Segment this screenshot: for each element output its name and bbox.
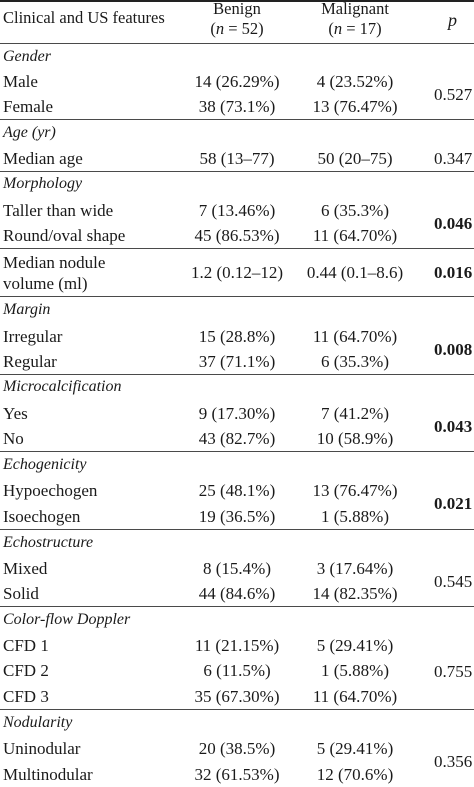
p-value: 0.545 [434,572,473,591]
benign-cell: 37 (71.1%) [198,352,276,371]
benign-cell: 35 (67.30%) [194,687,280,706]
row-label: Multinodular [3,765,93,784]
row-label: CFD 1 [3,636,49,655]
row-label: Solid [3,584,39,603]
malignant-cell: 11 (64.70%) [312,226,398,245]
row-label: Round/oval shape [3,226,126,245]
malignant-cell: 11 (64.70%) [312,687,398,706]
header-benign-n: (n = 52) [210,19,264,38]
row-label: Regular [3,352,57,371]
malignant-cell: 6 (35.3%) [321,352,389,371]
benign-cell: 14 (26.29%) [194,72,280,91]
malignant-cell: 14 (82.35%) [312,584,398,603]
benign-cell: 44 (84.6%) [198,584,276,603]
malignant-cell: 12 (70.6%) [316,765,394,784]
row-label: Uninodular [3,739,81,758]
section-rule [0,709,474,710]
row-label: CFD 3 [3,687,49,706]
benign-cell: 11 (21.15%) [194,636,280,655]
benign-cell: 25 (48.1%) [198,481,276,500]
table-top-rule [0,0,474,2]
section-title-nodularity: Nodularity [3,714,73,731]
benign-cell: 8 (15.4%) [203,559,271,578]
row-label-continued: volume (ml) [3,274,88,293]
row-label: CFD 2 [3,661,49,680]
section-title-margin: Margin [3,301,51,318]
benign-cell: 58 (13–77) [199,149,275,168]
section-title-echogenicity: Echogenicity [3,456,87,473]
malignant-cell: 6 (35.3%) [321,201,389,220]
section-rule [0,374,474,375]
section-title-echostructure: Echostructure [3,534,94,551]
header-benign: Benign [213,0,261,18]
p-value: 0.755 [434,662,473,681]
malignant-cell: 11 (64.70%) [312,327,398,346]
malignant-cell: 13 (76.47%) [312,481,398,500]
benign-cell: 32 (61.53%) [194,765,280,784]
header-features: Clinical and US features [3,8,165,27]
malignant-cell: 13 (76.47%) [312,97,398,116]
malignant-cell: 5 (29.41%) [316,636,394,655]
benign-cell: 9 (17.30%) [198,404,276,423]
section-rule [0,248,474,249]
malignant-cell: 3 (17.64%) [316,559,394,578]
benign-cell: 1.2 (0.12–12) [190,263,284,282]
p-value: 0.016 [434,263,473,282]
header-p-value: p [448,10,457,30]
header-malignant: Malignant [321,0,389,18]
benign-cell: 20 (38.5%) [198,739,276,758]
row-label: Female [3,97,54,116]
section-title-microcalcification: Microcalcification [3,378,122,395]
p-value: 0.043 [434,417,473,436]
row-label: Irregular [3,327,63,346]
benign-cell: 15 (28.8%) [198,327,276,346]
benign-cell: 45 (86.53%) [194,226,280,245]
malignant-cell: 5 (29.41%) [316,739,394,758]
benign-cell: 7 (13.46%) [198,201,276,220]
p-value: 0.046 [434,214,473,233]
p-value: 0.008 [434,340,473,359]
row-label: Taller than wide [3,201,114,220]
section-rule [0,171,474,172]
section-rule [0,451,474,452]
malignant-cell: 50 (20–75) [317,149,393,168]
row-label: Mixed [3,559,48,578]
section-rule [0,529,474,530]
p-value: 0.356 [434,752,473,771]
header-malignant-n: (n = 17) [328,19,382,38]
section-rule [0,296,474,297]
malignant-cell: 0.44 (0.1–8.6) [306,263,404,282]
section-rule [0,606,474,607]
row-label: Yes [3,404,28,423]
row-label: Isoechogen [3,507,81,526]
row-label: Median age [3,149,83,168]
benign-cell: 43 (82.7%) [198,429,276,448]
p-value: 0.527 [434,85,473,104]
row-label: Male [3,72,38,91]
benign-cell: 6 (11.5%) [203,661,271,680]
malignant-cell: 7 (41.2%) [321,404,389,423]
section-title-morphology: Morphology [3,175,83,192]
p-value: 0.347 [434,149,473,168]
p-value: 0.021 [434,494,473,513]
section-title-gender: Gender [3,48,51,65]
section-title-age: Age (yr) [3,124,56,141]
row-label: No [3,429,24,448]
row-label: Hypoechogen [3,481,98,500]
malignant-cell: 4 (23.52%) [316,72,394,91]
header-rule [0,43,474,44]
malignant-cell: 1 (5.88%) [321,661,389,680]
malignant-cell: 10 (58.9%) [316,429,394,448]
malignant-cell: 1 (5.88%) [321,507,389,526]
benign-cell: 19 (36.5%) [198,507,276,526]
section-rule [0,119,474,120]
benign-cell: 38 (73.1%) [198,97,276,116]
row-label: Median nodule [3,253,106,272]
section-title-color-flow-doppler: Color-flow Doppler [3,611,131,628]
